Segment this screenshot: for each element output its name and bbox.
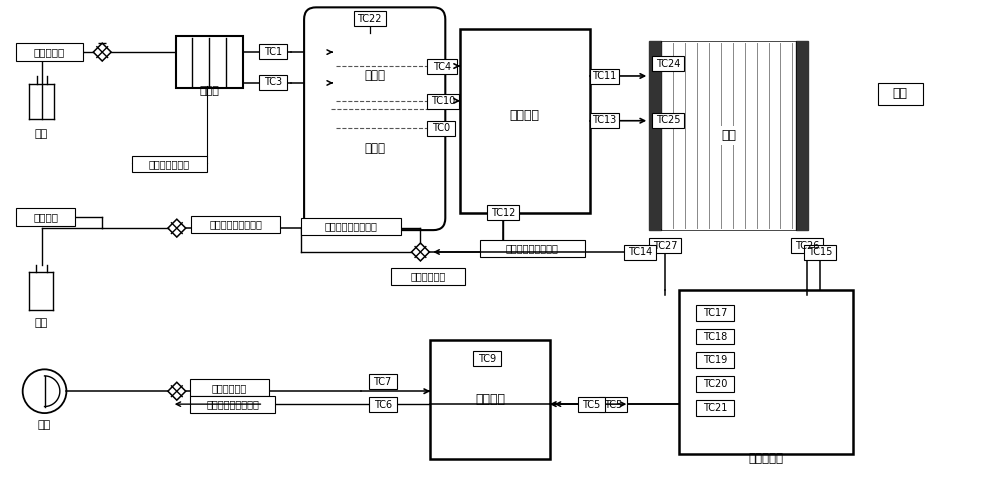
Text: 电堆: 电堆 xyxy=(721,129,736,142)
Bar xyxy=(190,396,275,413)
Bar xyxy=(427,94,459,109)
Bar xyxy=(132,156,207,172)
Bar xyxy=(649,41,661,230)
Bar xyxy=(176,36,243,88)
Text: TC25: TC25 xyxy=(656,115,680,125)
Text: 甲烷: 甲烷 xyxy=(35,318,48,328)
Text: 电压: 电压 xyxy=(893,88,908,101)
Text: 重整室: 重整室 xyxy=(364,70,385,82)
Text: 燃烧室: 燃烧室 xyxy=(364,142,385,155)
Bar xyxy=(354,12,386,26)
Text: 甲烷压力: 甲烷压力 xyxy=(33,212,58,222)
FancyBboxPatch shape xyxy=(304,8,445,230)
Text: TC5: TC5 xyxy=(582,400,601,409)
Bar xyxy=(259,44,287,59)
Bar xyxy=(460,29,590,213)
Bar xyxy=(427,120,455,136)
Text: TC13: TC13 xyxy=(592,115,617,125)
Bar xyxy=(301,218,401,235)
Bar xyxy=(679,290,853,454)
Text: TC1: TC1 xyxy=(264,46,282,56)
Bar xyxy=(487,205,519,220)
Bar xyxy=(427,59,457,74)
Bar xyxy=(480,240,585,257)
Text: 旁路空气压力: 旁路空气压力 xyxy=(410,272,446,281)
Bar xyxy=(624,245,656,260)
Bar xyxy=(804,245,836,260)
Bar xyxy=(696,376,734,392)
Bar xyxy=(369,374,397,389)
Bar xyxy=(590,113,619,128)
Bar xyxy=(652,56,684,71)
Text: 旁路空气流量反馈值: 旁路空气流量反馈值 xyxy=(506,244,559,254)
Text: TC7: TC7 xyxy=(374,377,392,387)
Text: TC12: TC12 xyxy=(491,208,515,218)
Bar xyxy=(259,75,287,90)
Bar xyxy=(599,397,627,412)
Bar xyxy=(696,400,734,416)
Text: 尾气燃烧室: 尾气燃烧室 xyxy=(748,452,783,466)
Text: TC14: TC14 xyxy=(628,248,652,258)
Text: TC5: TC5 xyxy=(604,400,622,409)
Text: TC3: TC3 xyxy=(264,78,282,88)
Bar xyxy=(878,83,923,105)
Bar xyxy=(16,43,83,61)
Bar xyxy=(391,268,465,285)
Text: 水量设定值: 水量设定值 xyxy=(34,47,65,57)
Bar xyxy=(590,69,619,84)
Bar xyxy=(661,41,796,230)
Bar xyxy=(796,41,808,230)
Bar xyxy=(696,328,734,344)
Text: 热交换器: 热交换器 xyxy=(475,392,505,406)
Text: 蒸发器: 蒸发器 xyxy=(200,86,220,96)
Text: TC19: TC19 xyxy=(703,356,727,366)
Bar xyxy=(696,304,734,320)
Text: TC18: TC18 xyxy=(703,332,727,342)
Text: 燃烧甲烷流量反馈值: 燃烧甲烷流量反馈值 xyxy=(209,220,262,230)
Text: 燃烧空气流量反馈值: 燃烧空气流量反馈值 xyxy=(324,222,377,232)
Text: TC27: TC27 xyxy=(653,240,677,250)
Text: TC24: TC24 xyxy=(656,58,680,68)
Bar xyxy=(578,397,605,412)
Bar xyxy=(696,352,734,368)
Text: TC20: TC20 xyxy=(703,379,727,389)
Text: 甲烷流量反馈值: 甲烷流量反馈值 xyxy=(149,159,190,169)
Text: 电堆空气压力: 电堆空气压力 xyxy=(212,382,247,392)
Text: 风机: 风机 xyxy=(38,420,51,430)
Text: TC17: TC17 xyxy=(703,308,727,318)
Text: 热交换器: 热交换器 xyxy=(510,110,540,122)
Bar xyxy=(473,352,501,366)
Bar xyxy=(191,216,280,233)
Text: TC4: TC4 xyxy=(433,62,451,72)
Text: TC0: TC0 xyxy=(432,123,450,133)
Bar xyxy=(649,238,681,253)
Bar xyxy=(190,380,269,396)
Text: 水箱: 水箱 xyxy=(35,128,48,138)
Bar xyxy=(791,238,823,253)
Text: TC9: TC9 xyxy=(478,354,496,364)
Bar xyxy=(430,340,550,459)
Text: TC6: TC6 xyxy=(374,400,392,409)
Bar xyxy=(369,397,397,412)
Text: TC22: TC22 xyxy=(357,14,382,24)
Text: TC26: TC26 xyxy=(795,240,819,250)
Text: TC10: TC10 xyxy=(431,96,455,106)
Text: 电堆空气流量反馈值: 电堆空气流量反馈值 xyxy=(206,400,259,409)
Text: TC15: TC15 xyxy=(808,248,832,258)
Text: TC21: TC21 xyxy=(703,403,727,413)
Text: TC11: TC11 xyxy=(592,72,617,82)
Bar xyxy=(16,208,75,226)
Bar xyxy=(652,113,684,128)
